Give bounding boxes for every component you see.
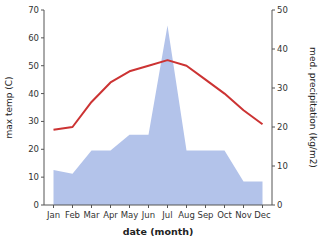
y2-tick-label: 0 — [277, 200, 282, 210]
y-tick — [41, 93, 44, 94]
y2-tick — [272, 205, 275, 206]
plot-area — [54, 26, 263, 205]
y-tick-label: 0 — [34, 200, 39, 210]
x-tick-label: Apr — [103, 210, 118, 220]
y-tick-label: 30 — [28, 116, 39, 126]
x-tick — [148, 205, 149, 208]
y2-tick — [272, 10, 275, 11]
y2-axis-label: med. precipitation (kg/m2) — [308, 47, 318, 168]
x-tick — [262, 205, 263, 208]
x-axis-label: date (month) — [123, 226, 194, 237]
x-tick-label: Sep — [197, 210, 213, 220]
x-tick — [110, 205, 111, 208]
x-tick — [72, 205, 73, 208]
y-tick-label: 60 — [28, 33, 39, 43]
y-tick — [41, 37, 44, 38]
x-axis — [44, 205, 272, 206]
y2-tick — [272, 166, 275, 167]
x-tick — [243, 205, 244, 208]
y-tick-label: 10 — [28, 172, 39, 182]
y-axis — [44, 10, 45, 205]
x-tick — [167, 205, 168, 208]
y2-tick-label: 20 — [277, 122, 288, 132]
x-tick — [91, 205, 92, 208]
y-axis-label: max temp (C) — [4, 76, 14, 138]
x-tick — [53, 205, 54, 208]
y2-tick-label: 50 — [277, 5, 288, 15]
x-tick-label: Jan — [46, 210, 60, 220]
temperature-line — [54, 60, 263, 130]
y-tick — [41, 121, 44, 122]
y-tick-label: 20 — [28, 144, 39, 154]
x-tick-label: Feb — [65, 210, 80, 220]
y2-tick-label: 30 — [277, 83, 288, 93]
x-tick-label: Aug — [178, 210, 195, 220]
y2-tick — [272, 127, 275, 128]
y-tick — [41, 65, 44, 66]
x-tick — [129, 205, 130, 208]
y-tick — [41, 205, 44, 206]
x-tick-label: Jun — [141, 210, 155, 220]
y-tick — [41, 177, 44, 178]
y-tick-label: 40 — [28, 89, 39, 99]
x-tick-label: May — [121, 210, 139, 220]
x-tick-label: Oct — [217, 210, 232, 220]
y2-tick-label: 40 — [277, 44, 288, 54]
x-tick — [224, 205, 225, 208]
y2-tick — [272, 88, 275, 89]
y2-tick — [272, 49, 275, 50]
x-tick — [186, 205, 187, 208]
chart: Jan FebMarAprMayJun Jul AugSep OctNovDec 0 10 2… — [0, 0, 318, 247]
y-tick — [41, 149, 44, 150]
x-tick-label: Dec — [254, 210, 271, 220]
y2-tick-label: 10 — [277, 161, 288, 171]
x-tick — [205, 205, 206, 208]
x-tick-label: Jul — [161, 210, 172, 220]
y-tick-label: 50 — [28, 61, 39, 71]
y-tick — [41, 10, 44, 11]
x-tick-label: Nov — [235, 210, 252, 220]
precipitation-area — [54, 26, 263, 205]
y-tick-label: 70 — [28, 5, 39, 15]
x-tick-label: Mar — [83, 210, 100, 220]
y2-axis — [272, 10, 273, 205]
